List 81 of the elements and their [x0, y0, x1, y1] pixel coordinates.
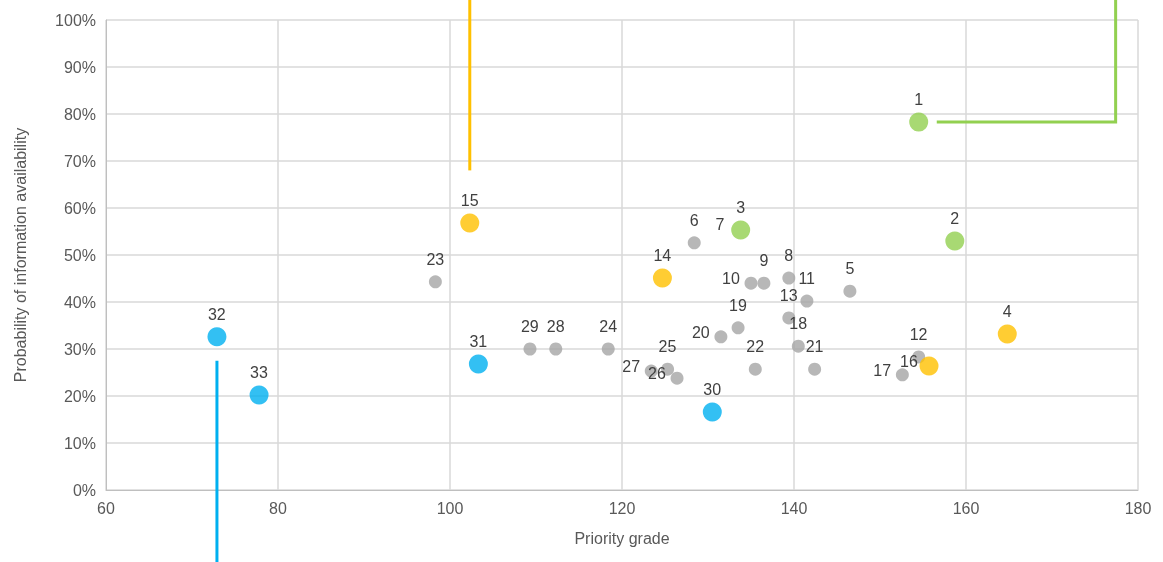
annotation: 25: [658, 338, 677, 356]
x-tick-label: 60: [97, 499, 115, 517]
annotation: 4: [1002, 302, 1012, 320]
point: [843, 284, 857, 298]
annotation: 23: [426, 250, 445, 268]
annotation: 11: [798, 270, 815, 288]
point: [909, 112, 929, 132]
point: [800, 294, 814, 308]
point: [714, 330, 728, 344]
point: [748, 362, 762, 376]
annotation: 18: [789, 315, 808, 333]
annotation: 32: [207, 305, 226, 323]
point: [731, 321, 745, 335]
annotation: 3: [736, 199, 746, 217]
annotation: 10: [722, 270, 740, 288]
annotation: 30: [703, 380, 722, 398]
point: [601, 342, 615, 356]
point: [428, 275, 442, 289]
y-tick-label: 40%: [63, 293, 96, 311]
point: [744, 276, 758, 290]
annotation: 27: [622, 358, 641, 376]
x-tick-label: 160: [952, 499, 980, 517]
point: [549, 342, 563, 356]
x-tick-label: 120: [608, 499, 636, 517]
annotation: 8: [784, 247, 794, 265]
annotation: 31: [469, 333, 488, 351]
y-axis-title: Probability of information availability: [11, 127, 29, 383]
annotation: 33: [250, 364, 268, 382]
y-tick-label: 70%: [63, 152, 96, 170]
annotation: 12: [909, 325, 928, 343]
y-tick-label: 90%: [63, 58, 96, 76]
point: [468, 354, 488, 374]
point: [670, 371, 684, 385]
point: [249, 385, 269, 405]
point: [919, 356, 939, 376]
point: [687, 236, 701, 250]
point: [945, 231, 965, 251]
y-tick-label: 60%: [63, 199, 96, 217]
x-tick-label: 140: [780, 499, 808, 517]
point: [731, 220, 751, 240]
point: [702, 402, 722, 422]
annotation: 13: [779, 286, 798, 304]
annotation: 5: [845, 260, 855, 278]
annotation: 29: [520, 318, 539, 335]
annotation: 26: [648, 365, 666, 383]
x-tick-label: 80: [269, 499, 287, 517]
point: [460, 213, 480, 233]
annotation: 22: [746, 338, 765, 356]
y-tick-label: 50%: [63, 246, 96, 264]
y-tick-label: 80%: [63, 105, 96, 123]
point: [791, 339, 805, 353]
annotation: 20: [691, 323, 710, 341]
annotation: 16: [900, 352, 918, 370]
point: [757, 276, 771, 290]
point: [808, 362, 822, 376]
annotation: 14: [653, 247, 672, 265]
point: [782, 271, 796, 285]
y-tick-label: 100%: [55, 11, 96, 29]
point: [652, 268, 672, 288]
x-tick-label: 100: [436, 499, 464, 517]
annotation: 7: [715, 216, 725, 234]
point: [997, 324, 1017, 344]
annotation: 28: [546, 318, 565, 335]
annotation: 15: [460, 192, 479, 210]
y-tick-label: 20%: [63, 387, 96, 405]
point: [895, 368, 909, 382]
annotation: 2: [950, 209, 960, 227]
annotation: 6: [689, 211, 699, 229]
annotation: 21: [805, 338, 824, 356]
x-axis-title: Priority grade: [574, 529, 670, 547]
x-tick-label: 180: [1124, 499, 1152, 517]
y-tick-label: 30%: [63, 340, 96, 358]
point: [523, 342, 537, 356]
annotation: 24: [599, 318, 618, 335]
y-tick-label: 0%: [72, 481, 96, 499]
annotation: 9: [759, 252, 769, 270]
annotation: 19: [729, 296, 747, 314]
y-tick-label: 10%: [63, 434, 96, 452]
point: [207, 327, 227, 347]
annotation: 17: [873, 361, 892, 379]
annotation: 1: [914, 90, 924, 108]
